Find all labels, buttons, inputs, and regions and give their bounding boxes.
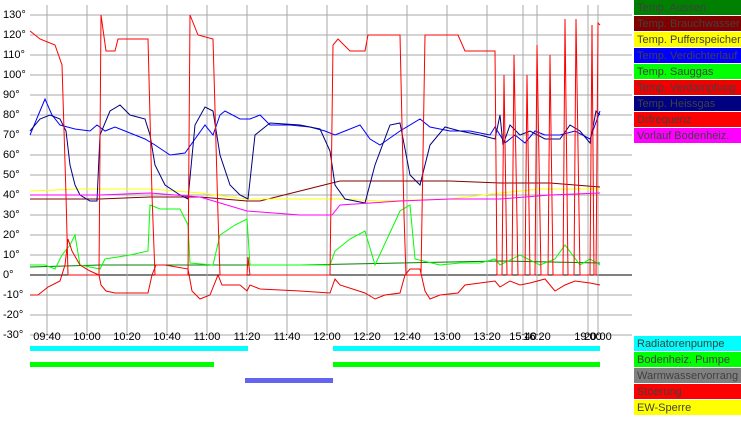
series-line — [29, 97, 601, 156]
y-tick-label: 60° — [3, 149, 20, 161]
legend-label: Temp. Sauggas — [637, 66, 714, 78]
series-line — [30, 180, 601, 202]
status-bars — [30, 346, 600, 383]
x-tick-label: 10:20 — [113, 331, 141, 343]
legend-swatch — [634, 384, 741, 399]
legend-swatch — [634, 400, 741, 415]
x-tick-label: 10:40 — [153, 331, 181, 343]
y-tick-label: 40° — [3, 189, 20, 201]
series-line — [29, 188, 600, 202]
status-bar — [30, 362, 214, 367]
x-tick-label: 12:20 — [353, 331, 381, 343]
legend-label: Radiatorenpumpe — [637, 338, 724, 350]
x-tick-label: 13:00 — [433, 331, 461, 343]
legend-swatch — [634, 0, 741, 15]
legend-swatch — [634, 368, 741, 383]
x-tick-label: 10:00 — [73, 331, 101, 343]
x-tick-label: 11:00 — [194, 331, 221, 343]
legend-label: Bodenheiz. Pumpe — [637, 354, 730, 366]
y-tick-label: 130° — [3, 9, 26, 21]
x-tick-label: 09:40 — [33, 331, 61, 343]
legend-label: Temp. Brauchwasser — [637, 18, 740, 30]
y-tick-label: 10° — [3, 249, 20, 261]
legend-label: Vorlauf Bodenheiz. — [637, 130, 729, 142]
x-tick-label: 11:20 — [234, 331, 261, 343]
x-tick-label: 11:40 — [274, 331, 301, 343]
y-tick-label: 0° — [3, 269, 14, 281]
legend-swatch — [634, 32, 741, 47]
plot-lines — [29, 14, 601, 300]
status-bar — [333, 346, 600, 351]
series-line — [30, 192, 601, 216]
y-tick-label: -30° — [3, 329, 23, 341]
legend-label: Temp. Aussen — [637, 2, 706, 14]
legend-swatch — [634, 96, 741, 111]
legend-label: Temp. Verdampfung — [637, 82, 735, 94]
x-tick-label: 16:20 — [523, 331, 551, 343]
status-bar — [333, 362, 600, 367]
legend-label: EW-Sperre — [637, 402, 691, 414]
legend-swatch — [634, 352, 741, 367]
y-tick-label: 80° — [3, 109, 20, 121]
legend-label: Stoerung — [637, 386, 682, 398]
status-legend: Radiatorenpumpe Bodenheiz. Pumpe Warmwasse… — [634, 336, 741, 415]
status-bar — [30, 346, 248, 351]
series-line — [29, 14, 601, 276]
legend-swatch — [634, 80, 741, 95]
status-bar — [245, 378, 333, 383]
legend-label: Temp. Verdichterlauf — [637, 50, 738, 62]
legend-label: Temp. Pufferspeicher — [637, 34, 741, 46]
x-tick-label: 15:40 — [509, 331, 537, 343]
legend: Temp. Aussen Temp. Brauchwasser Temp. Puff… — [634, 0, 741, 143]
x-tick-label: 19:00 — [574, 331, 602, 343]
y-tick-label: -10° — [3, 289, 23, 301]
legend-label: Drfrequenz — [637, 114, 691, 126]
y-tick-label: -20° — [3, 309, 23, 321]
y-tick-label: 20° — [3, 229, 20, 241]
legend-swatch — [634, 64, 741, 79]
y-tick-label: 30° — [3, 209, 20, 221]
y-tick-label: 70° — [3, 129, 20, 141]
legend-label: Warmwasservorrang — [637, 370, 738, 382]
y-tick-label: 120° — [3, 29, 26, 41]
y-tick-label: 50° — [3, 169, 20, 181]
legend-swatch — [634, 112, 741, 127]
series-line — [29, 104, 601, 204]
x-tick-label: 12:00 — [313, 331, 341, 343]
y-tick-label: 90° — [3, 89, 20, 101]
x-tick-label: 12:40 — [393, 331, 421, 343]
legend-swatch — [634, 48, 741, 63]
legend-swatch — [634, 336, 741, 351]
legend-swatch — [634, 16, 741, 31]
legend-swatch — [634, 128, 741, 143]
series-line — [30, 204, 601, 270]
legend-label: Temp. Heissgas — [637, 98, 716, 110]
x-tick-label: 20:00 — [584, 331, 612, 343]
y-tick-label: 100° — [3, 69, 26, 81]
series-line — [30, 238, 601, 300]
y-tick-label: 110° — [3, 49, 25, 61]
x-tick-label: 13:20 — [473, 331, 501, 343]
axis-labels: 130° 120° 110° 100° 90° 80° 70° 60° 50° 40° 30° 20°… — [3, 9, 612, 343]
series-line — [29, 260, 601, 268]
